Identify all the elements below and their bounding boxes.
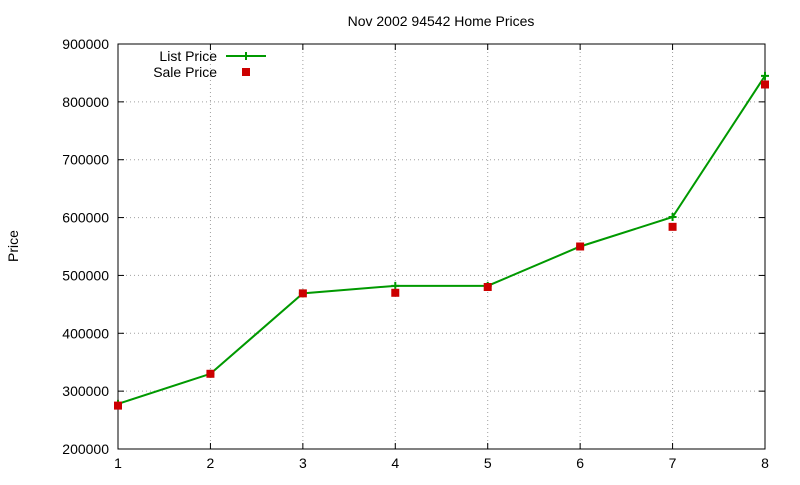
x-tick-label: 7 [669, 455, 677, 471]
x-tick-labels: 1 2 3 4 5 6 7 8 [114, 455, 769, 471]
sale-price-point [206, 369, 215, 378]
legend-label-sale-price: Sale Price [153, 64, 217, 80]
x-tick-label: 4 [391, 455, 399, 471]
y-tick-label: 500000 [62, 267, 109, 283]
x-tick-label: 5 [484, 455, 492, 471]
sale-price-point [298, 289, 307, 298]
list-price-point [391, 281, 400, 290]
sale-price-point [761, 80, 769, 89]
series-layer [114, 71, 769, 410]
x-tick-label: 6 [576, 455, 584, 471]
chart-title: Nov 2002 94542 Home Prices [348, 13, 535, 29]
x-tick-label: 3 [299, 455, 307, 471]
y-tick-label: 800000 [62, 94, 109, 110]
y-tick-label: 400000 [62, 325, 109, 341]
y-tick-labels: 200000 300000 400000 500000 600000 700000 8000… [62, 36, 109, 457]
grid [118, 44, 765, 449]
sale-price-point [114, 401, 122, 410]
x-tick-label: 8 [761, 455, 769, 471]
legend: List Price Sale Price [153, 48, 266, 80]
legend-marker-list-price [242, 52, 250, 60]
y-tick-label: 300000 [62, 383, 109, 399]
plot-frame [117, 43, 766, 450]
x-tick-label: 1 [114, 455, 122, 471]
sale-price-point [391, 288, 400, 297]
sale-price-point [576, 242, 585, 251]
y-tick-label: 700000 [62, 152, 109, 168]
y-tick-label: 900000 [62, 36, 109, 52]
axis-ticks [117, 43, 766, 450]
sale-price-point [668, 222, 677, 231]
legend-marker-sale-price [242, 68, 250, 76]
legend-label-list-price: List Price [159, 48, 217, 64]
series-line-list-price [117, 75, 766, 405]
list-price-point [761, 71, 769, 80]
sale-price-point [483, 283, 492, 291]
y-axis-label: Price [5, 230, 21, 262]
y-tick-label: 200000 [62, 441, 109, 457]
x-tick-label: 2 [207, 455, 215, 471]
y-tick-label: 600000 [62, 210, 109, 226]
list-price-point [668, 212, 677, 221]
